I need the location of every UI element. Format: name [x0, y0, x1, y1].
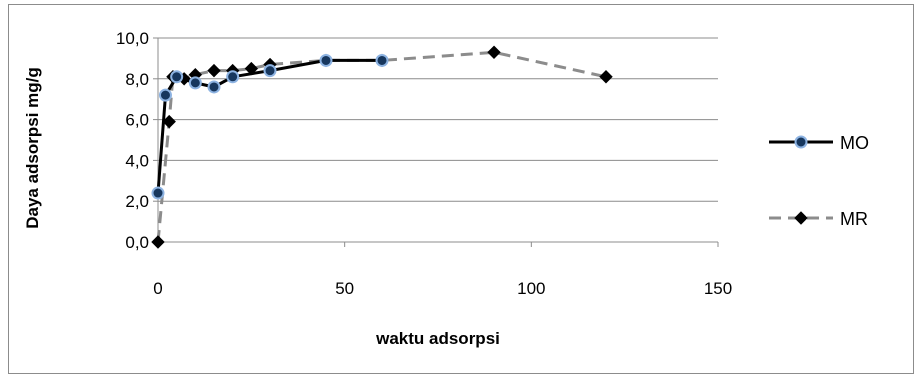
series-mr-point: [599, 70, 613, 84]
y-tick-label: 6,0: [125, 111, 149, 130]
series-mr-point: [162, 114, 176, 129]
y-tick-label: 10,0: [116, 29, 149, 48]
axis-layer: [157, 38, 718, 243]
tick-layer: 0,0 2,0 4,0 6,0 8,0 10,0 0 50 100 150: [116, 29, 732, 298]
series-mo-point: [226, 70, 240, 84]
x-tick-label: 100: [517, 279, 545, 298]
x-tick-label: 0: [153, 279, 162, 298]
x-tick-label: 150: [704, 279, 732, 298]
series-mr-point: [487, 45, 501, 59]
series-mr: [151, 45, 613, 249]
series-mo-point: [158, 88, 172, 102]
series-mo-point: [263, 64, 277, 78]
series-layer: [151, 45, 613, 249]
series-mr-point: [207, 63, 221, 78]
series-mo-point: [151, 186, 165, 200]
legend-marker-mr: [794, 211, 808, 225]
series-mo-point: [188, 76, 202, 90]
series-mo-point: [207, 80, 221, 94]
y-axis-title: Daya adsorpsi mg/g: [23, 67, 42, 229]
chart-frame: 0,0 2,0 4,0 6,0 8,0 10,0 0 50 100 150 Daya adsorp…: [8, 4, 914, 374]
legend: MO MR: [769, 133, 869, 229]
series-mo-point: [319, 53, 333, 67]
series-mr-point: [151, 235, 165, 249]
grid-layer: [158, 37, 718, 202]
x-axis-title: waktu adsorpsi: [375, 329, 500, 348]
y-tick-label: 8,0: [125, 70, 149, 89]
legend-label-mo: MO: [840, 133, 869, 153]
legend-marker-mo: [794, 135, 808, 149]
y-tick-label: 0,0: [125, 233, 149, 252]
x-tick-label: 50: [335, 279, 354, 298]
legend-label-mr: MR: [840, 209, 868, 229]
series-mo-point: [170, 70, 184, 84]
y-tick-label: 2,0: [125, 192, 149, 211]
series-mo-point: [375, 53, 389, 67]
y-tick-label: 4,0: [125, 151, 149, 170]
chart-svg: 0,0 2,0 4,0 6,0 8,0 10,0 0 50 100 150 Daya adsorp…: [23, 29, 869, 348]
series-mo: [151, 53, 389, 200]
